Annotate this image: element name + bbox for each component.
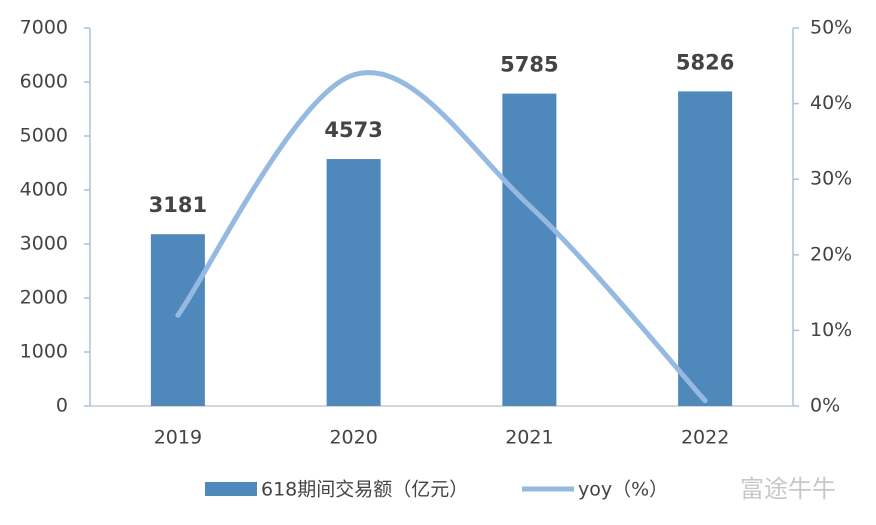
value-label: 3181 <box>149 193 207 217</box>
legend-label: 618期间交易额（亿元） <box>261 479 468 501</box>
legend-label: yoy（%） <box>578 479 668 501</box>
value-label: 5785 <box>500 53 558 77</box>
y2-tick-label: 50% <box>810 17 852 39</box>
legend-swatch <box>205 482 257 496</box>
bar <box>678 91 733 407</box>
y-tick-label: 2000 <box>20 287 68 309</box>
y2-tick-label: 20% <box>810 243 852 265</box>
x-tick-label: 2022 <box>681 427 729 449</box>
y-tick-label: 7000 <box>20 17 68 39</box>
bar <box>150 234 205 406</box>
y-tick-label: 3000 <box>20 233 68 255</box>
y2-tick-label: 0% <box>810 395 840 417</box>
y2-tick-label: 10% <box>810 319 852 341</box>
line <box>175 70 708 404</box>
bar <box>326 159 381 406</box>
x-tick-label: 2019 <box>154 427 202 449</box>
y-tick-label: 1000 <box>20 341 68 363</box>
y-tick-label: 4000 <box>20 179 68 201</box>
value-label: 4573 <box>324 118 382 142</box>
y-tick-label: 6000 <box>20 71 68 93</box>
y2-tick-label: 40% <box>810 92 852 114</box>
watermark: 富途牛牛 <box>740 475 836 503</box>
x-tick-label: 2021 <box>505 427 553 449</box>
value-label: 5826 <box>676 50 734 74</box>
y-tick-label: 0 <box>56 395 68 417</box>
y2-tick-label: 30% <box>810 168 852 190</box>
x-tick-label: 2020 <box>329 427 377 449</box>
bar <box>502 93 557 407</box>
y-tick-label: 5000 <box>20 125 68 147</box>
